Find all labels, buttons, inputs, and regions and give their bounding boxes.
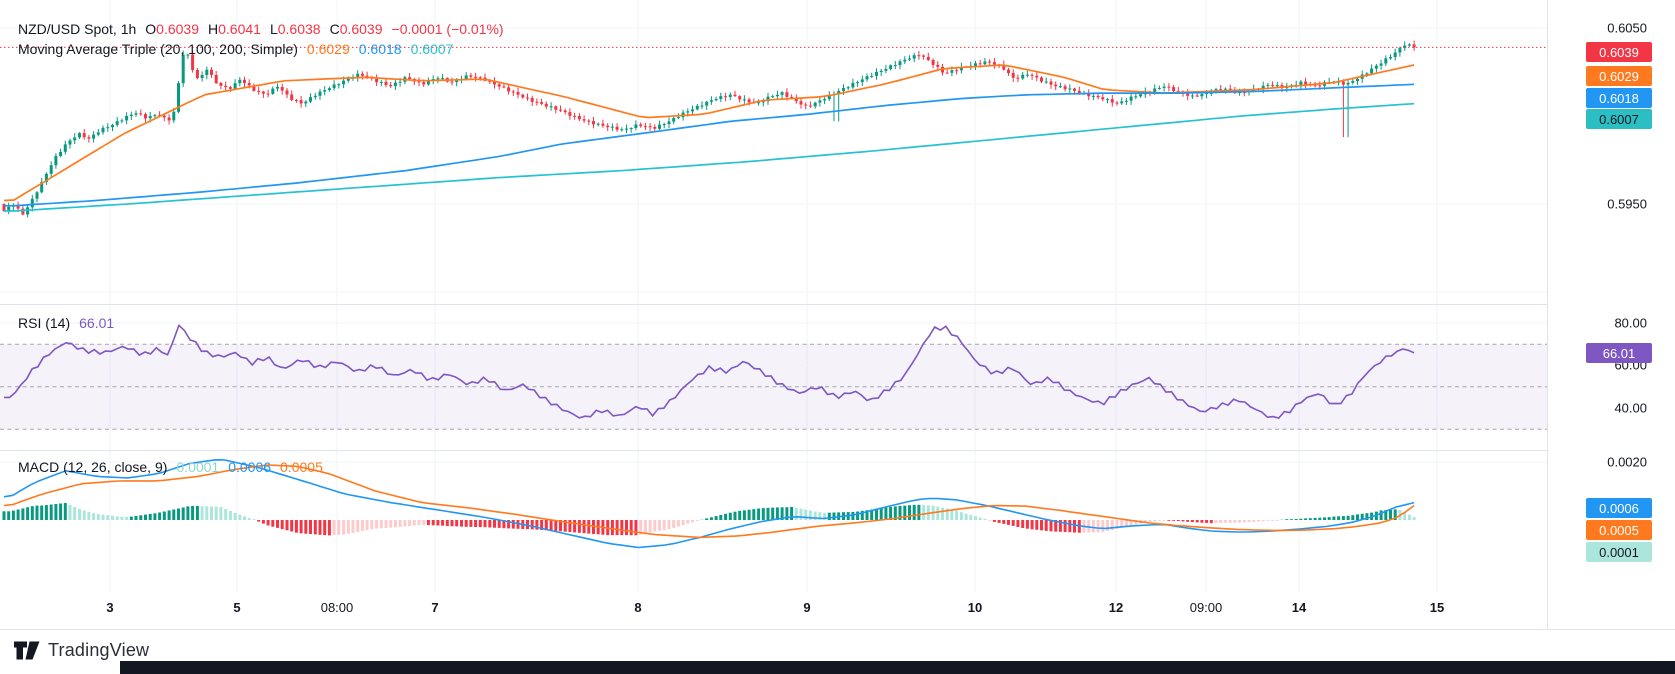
ma20-value: 0.6029	[306, 41, 350, 57]
time-axis-label: 08:00	[320, 600, 354, 615]
price-axis-label: 0.0020	[1607, 454, 1647, 470]
pane-separator-rsi[interactable]	[0, 304, 1675, 305]
price-chart-plot[interactable]	[0, 0, 1547, 304]
chart-bottom-border	[0, 629, 1675, 630]
macd-signal-badge: 0.0005	[1586, 520, 1652, 540]
last-price-badge: 0.6039	[1586, 42, 1652, 62]
rsi-value: 66.01	[79, 315, 115, 331]
price-axis-label: 80.00	[1614, 315, 1647, 331]
rsi-title: RSI (14)	[18, 315, 71, 331]
time-axis-label: 7	[431, 600, 439, 615]
time-axis-label: 09:00	[1189, 600, 1223, 615]
ma100-badge: 0.6018	[1586, 88, 1652, 108]
price-axis[interactable]: 0.6050 0.5950 80.00 60.00 40.00 0.0020 0.6039 0…	[1547, 0, 1675, 629]
symbol-legend: NZD/USD Spot, 1h O 0.6039 H 0.6041 L 0.6038…	[18, 21, 504, 37]
time-axis[interactable]: 3 5 08:00 7 8 9 10 12 09:00 14 15	[0, 592, 1547, 629]
macd-line-value: 0.0006	[228, 459, 272, 475]
time-axis-label: 15	[1429, 600, 1445, 615]
macd-legend: MACD (12, 26, close, 9) 0.0001 0.0006 0.…	[18, 459, 323, 475]
high-value: H 0.6041	[207, 21, 261, 37]
rsi-value-badge: 66.01	[1586, 343, 1652, 363]
macd-line-badge: 0.0006	[1586, 498, 1652, 518]
close-value: C 0.6039	[329, 21, 383, 37]
time-axis-label: 12	[1108, 600, 1124, 615]
brand-name: TradingView	[48, 640, 150, 660]
tradingview-attribution[interactable]: TradingView	[14, 640, 149, 661]
macd-plot[interactable]	[0, 450, 1547, 592]
macd-hist-value: 0.0001	[176, 459, 220, 475]
ma200-badge: 0.6007	[1586, 109, 1652, 129]
ma-title: Moving Average Triple (20, 100, 200, Sim…	[18, 41, 298, 57]
time-axis-label: 9	[803, 600, 811, 615]
time-axis-label: 3	[106, 600, 114, 615]
macd-hist-badge: 0.0001	[1586, 542, 1652, 562]
macd-title: MACD (12, 26, close, 9)	[18, 459, 168, 475]
time-axis-label: 10	[967, 600, 983, 615]
ma100-value: 0.6018	[358, 41, 402, 57]
price-axis-label: 40.00	[1614, 400, 1647, 416]
time-axis-label: 8	[634, 600, 642, 615]
macd-signal-value: 0.0005	[280, 459, 323, 475]
ma-legend: Moving Average Triple (20, 100, 200, Sim…	[18, 41, 453, 57]
ma200-value: 0.6007	[410, 41, 454, 57]
low-value: L 0.6038	[269, 21, 321, 37]
pane-separator-macd[interactable]	[0, 450, 1675, 451]
time-axis-label: 5	[233, 600, 241, 615]
tradingview-logo-icon	[14, 641, 40, 660]
rsi-legend: RSI (14) 66.01	[18, 315, 114, 331]
ma20-badge: 0.6029	[1586, 66, 1652, 86]
price-axis-label: 0.6050	[1607, 20, 1647, 36]
change-value: −0.0001 (−0.01%)	[391, 21, 504, 37]
rsi-plot[interactable]	[0, 304, 1547, 450]
price-axis-label: 0.5950	[1607, 196, 1647, 212]
open-value: O 0.6039	[145, 21, 199, 37]
symbol-title: NZD/USD Spot, 1h	[18, 21, 137, 37]
bottom-banner	[120, 661, 1675, 674]
time-axis-label: 14	[1291, 600, 1307, 615]
